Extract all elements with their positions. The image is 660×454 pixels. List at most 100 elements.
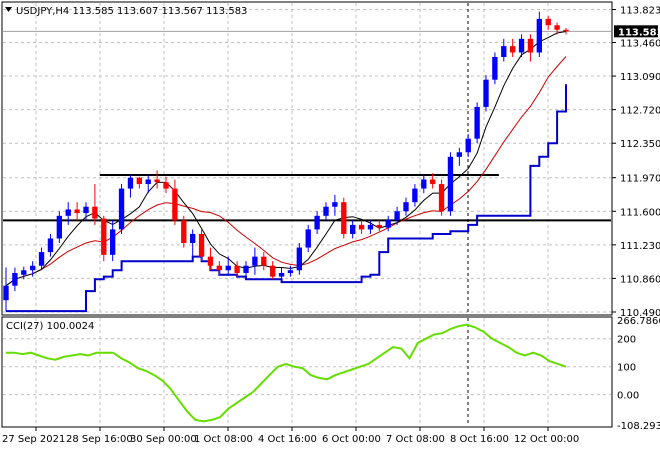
- candle-body: [287, 270, 294, 273]
- candle-body: [56, 215, 62, 239]
- collapse-triangle-icon[interactable]: [5, 7, 12, 12]
- candle-body: [136, 177, 142, 185]
- time-tick-label: 1 Oct 08:00: [194, 434, 253, 445]
- candle-body: [234, 265, 240, 273]
- time-tick-label: 28 Sep 16:00: [66, 434, 133, 445]
- candle-body: [101, 218, 107, 255]
- candle-body: [216, 265, 222, 271]
- candle-body: [563, 29, 569, 32]
- time-tick-label: 30 Sep 00:00: [130, 434, 197, 445]
- current-price-label: 113.583: [614, 25, 660, 38]
- candle-body: [305, 229, 311, 248]
- symbol-header: USDJPY,H4 113.585 113.607 113.567 113.58…: [5, 6, 247, 17]
- main-panel: [1, 1, 613, 316]
- candle-body: [163, 182, 169, 189]
- price-tick-label: 113.460: [620, 38, 660, 49]
- candle-body: [3, 285, 9, 301]
- candle-body: [350, 224, 356, 234]
- current-price-label-bg: [614, 25, 658, 38]
- price-tick-label: 110.490: [620, 308, 660, 319]
- candle-body: [474, 106, 480, 139]
- moving-average-lines: [5, 31, 567, 313]
- candle-body: [376, 224, 382, 228]
- current-price-label-text: 113.583: [618, 27, 660, 38]
- candle-body: [465, 138, 471, 153]
- candle-body: [412, 188, 418, 203]
- candle-body: [145, 179, 151, 185]
- price-axis: 113.823 113.460 113.090 112.720 112.350 111.9…: [612, 6, 660, 319]
- stop-line-blue: [6, 84, 567, 313]
- price-tick-label: 111.600: [620, 207, 660, 218]
- candle-body: [483, 79, 489, 107]
- candle-body: [403, 202, 409, 212]
- candle-body: [65, 209, 71, 216]
- candle-body: [341, 202, 347, 234]
- candlesticks: [3, 11, 569, 312]
- candle-body: [225, 265, 231, 271]
- candle-body: [252, 256, 258, 266]
- candle-body: [323, 206, 329, 216]
- candle-body: [181, 220, 187, 244]
- candle-body: [536, 18, 542, 53]
- candle-body: [30, 265, 36, 271]
- cci-grid: [3, 318, 611, 426]
- time-tick-label: 8 Oct 16:00: [450, 434, 509, 445]
- candle-body: [430, 179, 436, 185]
- candle-body: [527, 38, 534, 53]
- cci-tick-label: 200: [617, 335, 636, 346]
- price-tick-label: 111.230: [620, 241, 660, 252]
- symbol-title: USDJPY,H4 113.585 113.607 113.567 113.58…: [16, 6, 247, 17]
- cci-tick-label: 0.00: [617, 391, 639, 402]
- candle-body: [127, 177, 134, 189]
- candle-body: [47, 238, 54, 253]
- price-tick-label: 112.720: [620, 106, 660, 117]
- candle-body: [421, 179, 427, 189]
- price-tick-label: 110.860: [620, 274, 660, 285]
- candle-body: [358, 224, 365, 230]
- price-tick-label: 112.350: [620, 139, 660, 150]
- candle-body: [518, 38, 525, 53]
- cci-line: [6, 323, 567, 423]
- candle-body: [492, 57, 498, 80]
- candle-body: [261, 256, 267, 266]
- candle-body: [12, 272, 18, 286]
- price-tick-label: 113.090: [620, 72, 660, 83]
- candle-body: [118, 188, 125, 230]
- candle-body: [110, 229, 116, 255]
- candle-body: [332, 202, 338, 207]
- ma-fast-line: [5, 31, 567, 287]
- candle-body: [367, 224, 374, 230]
- candle-body: [190, 233, 196, 244]
- candle-body: [21, 270, 27, 275]
- candle-body: [456, 152, 462, 157]
- candle-body: [394, 211, 400, 221]
- candle-body: [545, 18, 551, 26]
- candle-body: [385, 220, 391, 228]
- candle-body: [38, 252, 45, 266]
- cci-line-group: [6, 323, 567, 423]
- cci-tick-label: 100: [617, 363, 636, 374]
- candle-body: [510, 46, 516, 53]
- price-tick-label: 111.970: [620, 174, 660, 185]
- candle-body: [74, 209, 80, 214]
- ma-slow-line: [5, 56, 567, 287]
- candle-body: [447, 156, 454, 212]
- cci-tick-label: 266.7866: [617, 316, 660, 327]
- time-tick-label: 7 Oct 08:00: [386, 434, 445, 445]
- candle-body: [172, 188, 178, 221]
- candle-body: [501, 46, 507, 58]
- candle-body: [154, 179, 160, 183]
- candle-body: [554, 25, 560, 30]
- time-tick-label: 6 Oct 00:00: [322, 434, 381, 445]
- price-tick-label: 113.823: [620, 6, 660, 17]
- candle-body: [243, 265, 249, 273]
- time-tick-label: 27 Sep 2021: [2, 434, 65, 445]
- candle-body: [198, 233, 205, 257]
- time-tick-label: 12 Oct 00:00: [514, 434, 579, 445]
- candle-body: [92, 206, 98, 219]
